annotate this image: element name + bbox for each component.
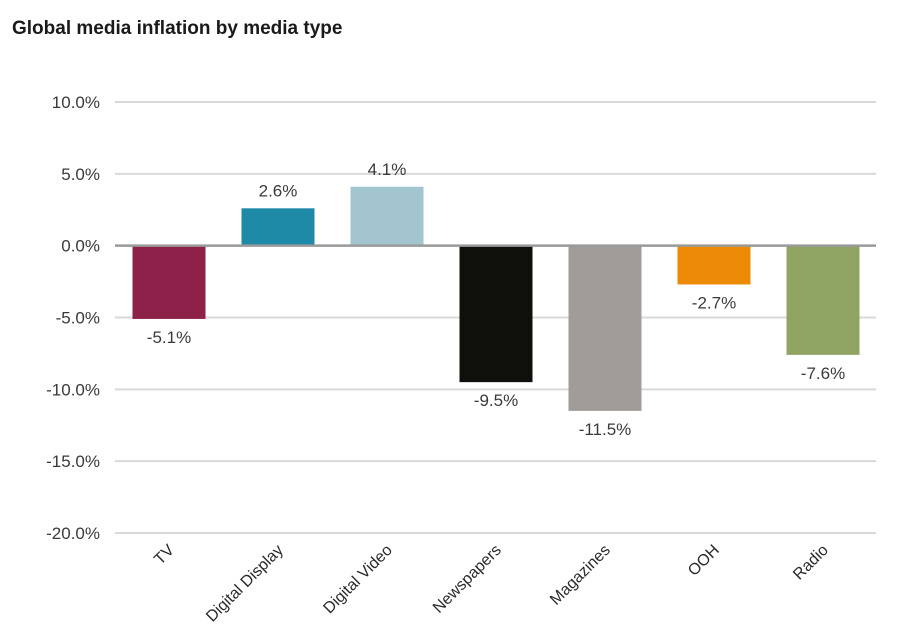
data-label: -5.1% (147, 328, 191, 347)
bar (568, 245, 642, 411)
y-tick-label: -10.0% (46, 380, 100, 399)
bar (786, 245, 860, 355)
x-tick-label: OOH (685, 542, 723, 580)
bar (132, 245, 206, 319)
bar (677, 245, 751, 285)
bar (459, 245, 533, 383)
data-label: -2.7% (692, 293, 736, 312)
y-tick-label: 10.0% (52, 93, 100, 112)
y-tick-label: -5.0% (56, 309, 100, 328)
x-tick-label: Radio (790, 542, 832, 584)
data-label: -11.5% (579, 420, 632, 439)
chart-title: Global media inflation by media type (12, 18, 343, 39)
y-tick-label: -15.0% (46, 452, 100, 471)
data-label: -9.5% (474, 391, 518, 410)
x-tick-label: TV (151, 542, 178, 569)
x-tick-label: Digital Display (203, 542, 287, 626)
y-tick-label: 0.0% (61, 237, 100, 256)
data-label: 4.1% (368, 160, 407, 179)
x-tick-label: Digital Video (320, 542, 395, 617)
bar (350, 186, 424, 246)
data-label: -7.6% (801, 364, 845, 383)
bar (241, 208, 315, 246)
x-tick-label: Magazines (547, 542, 614, 609)
y-tick-label: 5.0% (61, 165, 100, 184)
data-label: 2.6% (259, 181, 298, 200)
y-tick-label: -20.0% (46, 524, 100, 543)
x-tick-label: Newspapers (430, 542, 505, 617)
